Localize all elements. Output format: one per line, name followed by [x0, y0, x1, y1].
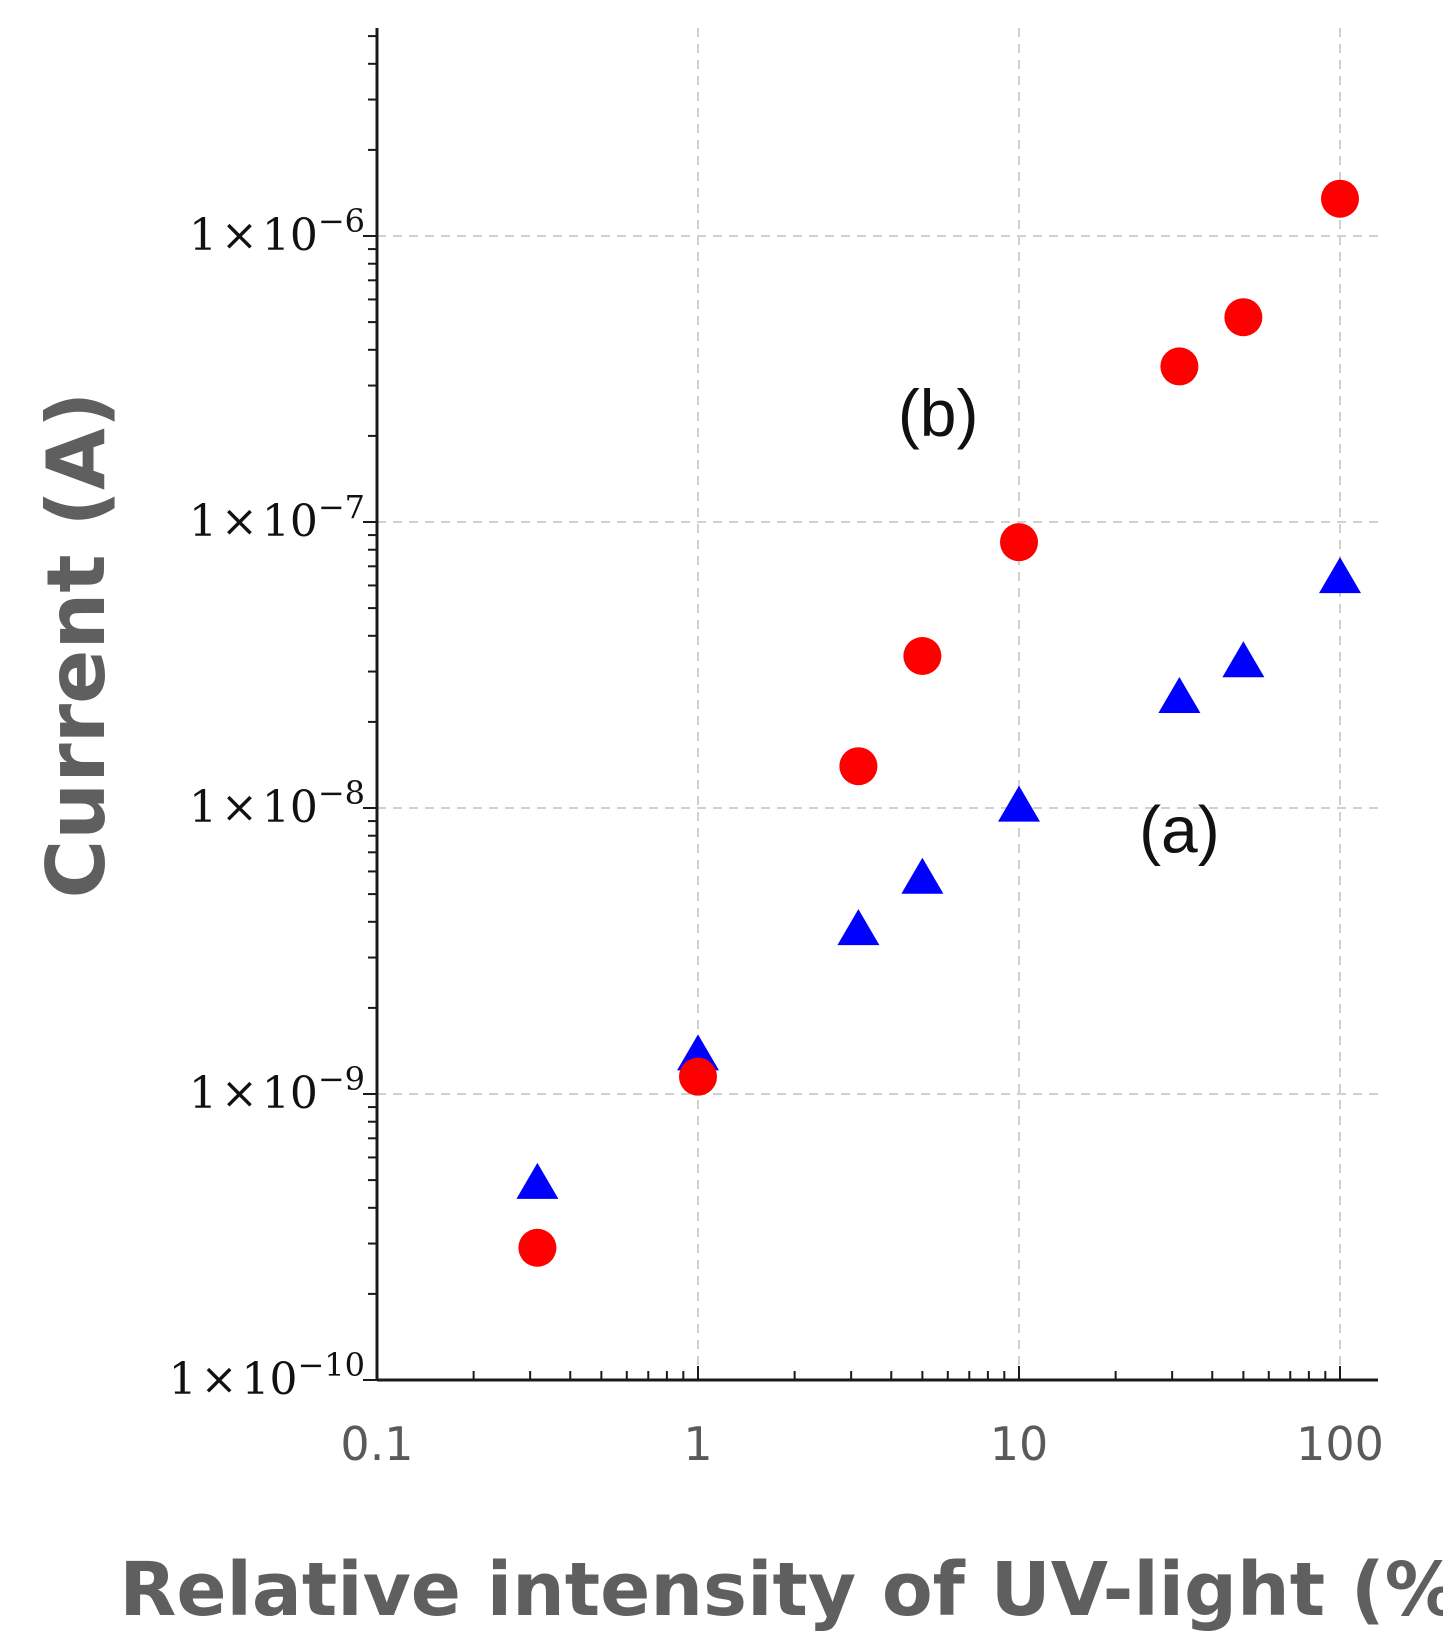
series-a-point	[901, 857, 944, 894]
y-tick-times: ×	[221, 1068, 258, 1119]
series-b-point	[679, 1057, 717, 1096]
data-markers	[516, 179, 1361, 1267]
y-tick-label: 1×10−6	[189, 202, 365, 261]
y-tick-label: 1×10−7	[189, 488, 365, 547]
y-tick-base: 10	[262, 782, 318, 833]
series-annotation: (b)	[898, 376, 979, 450]
series-b-point	[518, 1228, 557, 1267]
series-a-point	[998, 785, 1040, 822]
y-tick-mantissa: 1	[189, 496, 217, 547]
y-tick-mantissa: 1	[189, 782, 217, 833]
series-annotation: (a)	[1139, 792, 1220, 866]
series-a-point	[837, 909, 880, 946]
y-axis-title: Current (A)	[30, 392, 123, 899]
series-a-point	[1158, 676, 1201, 713]
series-b-point	[903, 636, 942, 675]
series-a-point	[1319, 557, 1361, 594]
y-tick-label: 1×10−9	[189, 1060, 365, 1119]
y-tick-times: ×	[201, 1354, 238, 1405]
y-tick-base: 10	[262, 210, 318, 261]
y-tick-mantissa: 1	[189, 210, 217, 261]
y-tick-exponent: −6	[318, 202, 365, 240]
x-axis-title: Relative intensity of UV-light (%)	[119, 1547, 1443, 1633]
y-tick-base: 10	[241, 1354, 297, 1405]
y-tick-exponent: −9	[318, 1060, 365, 1098]
y-tick-mantissa: 1	[169, 1354, 197, 1405]
y-tick-times: ×	[221, 782, 258, 833]
axes	[375, 28, 1378, 1382]
y-tick-label: 1×10−10	[169, 1346, 365, 1405]
x-tick-label: 0.1	[340, 1417, 413, 1471]
y-tick-times: ×	[221, 210, 258, 261]
y-tick-exponent: −7	[318, 488, 365, 526]
annotations: (a) (b)	[898, 376, 1220, 866]
y-tick-exponent: −10	[297, 1346, 365, 1384]
series-b-point	[1000, 523, 1038, 562]
series-b-point	[839, 747, 878, 786]
x-tick-label: 10	[990, 1417, 1049, 1471]
series-b-point	[1224, 298, 1263, 337]
y-tick-exponent: −8	[318, 774, 365, 812]
series-a-point	[1222, 641, 1265, 678]
y-tick-mantissa: 1	[189, 1068, 217, 1119]
series-b-point	[1321, 179, 1359, 218]
x-tick-label: 1	[683, 1417, 712, 1471]
y-tick-label: 1×10−8	[189, 774, 365, 833]
series-a-point	[516, 1162, 559, 1199]
y-tick-times: ×	[221, 496, 258, 547]
series-b-point	[1160, 347, 1199, 386]
x-tick-label: 100	[1296, 1417, 1384, 1471]
grid	[377, 28, 1378, 1380]
y-tick-base: 10	[262, 496, 318, 547]
y-tick-base: 10	[262, 1068, 318, 1119]
